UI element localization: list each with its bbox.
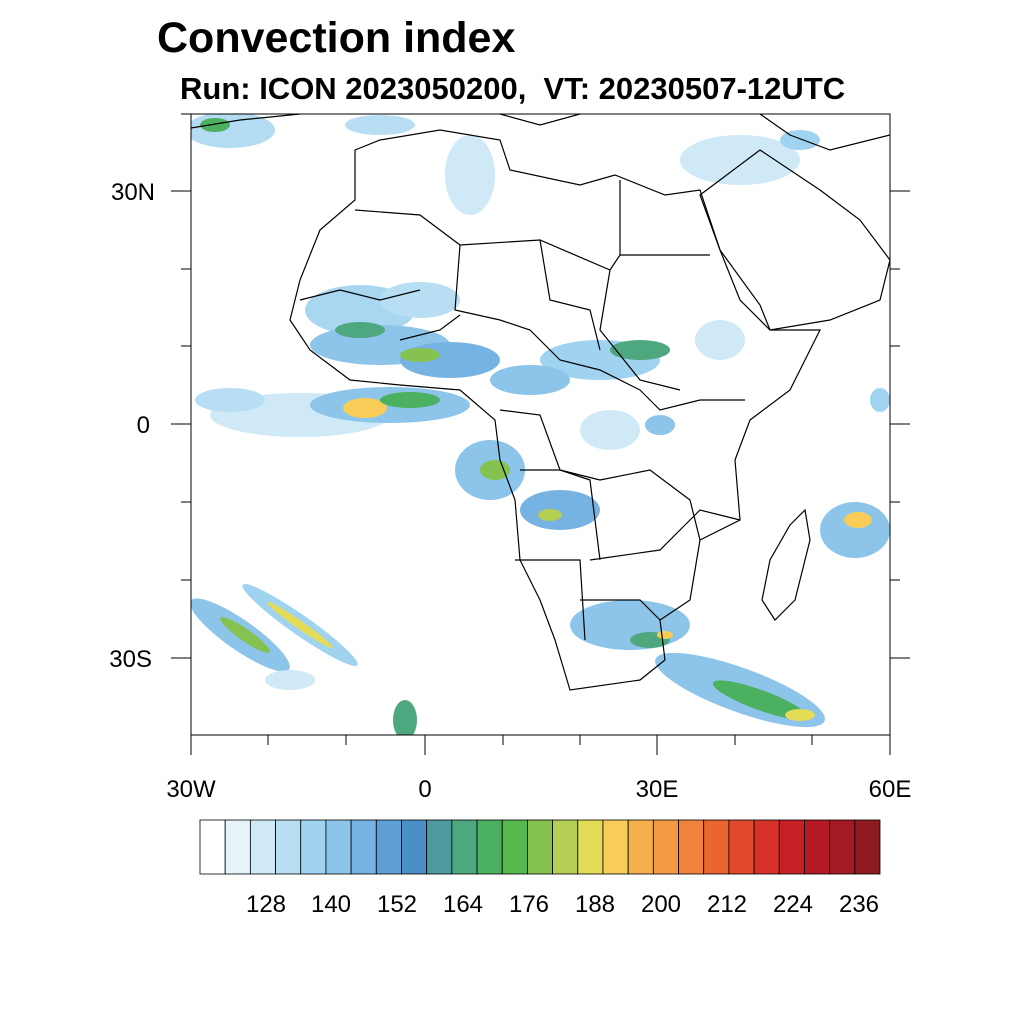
colorbar-swatch: [375, 819, 402, 875]
colorbar-swatch: [753, 819, 780, 875]
colorbar-swatch: [199, 819, 226, 875]
colorbar-swatch: [325, 819, 352, 875]
colorbar-label: 152: [377, 891, 417, 918]
figure-subtitle: Run: ICON 2023050200, VT: 20230507-12UTC: [180, 71, 846, 106]
colorbar-swatch: [703, 819, 730, 875]
colorbar-swatch: [678, 819, 705, 875]
colorbar-label: 188: [575, 891, 615, 918]
colorbar-label: 140: [311, 891, 351, 918]
x-tick-label: 0: [418, 776, 431, 803]
axis-ticks: [171, 113, 910, 755]
colorbar-swatch: [804, 819, 831, 875]
colorbar-swatch: [275, 819, 302, 875]
colorbar-swatch: [401, 819, 428, 875]
colorbar-swatch: [829, 819, 856, 875]
colorbar-label: 128: [246, 891, 286, 918]
colorbar-swatch: [350, 819, 377, 875]
colorbar-swatch: [300, 819, 327, 875]
x-tick-label: 30E: [636, 776, 679, 803]
axis-labels: 30W 0 30E 60E 30N 0 30S: [109, 179, 911, 803]
colorbar-swatch: [527, 819, 553, 875]
convection-field: [191, 114, 890, 735]
colorbar-swatch: [854, 819, 881, 875]
colorbar-swatch: [602, 819, 629, 875]
colorbar-swatch: [249, 819, 276, 875]
colorbar-swatch: [552, 819, 579, 875]
colorbar-label: 164: [443, 891, 483, 918]
colorbar-label: 224: [773, 891, 813, 918]
coastlines: [191, 114, 890, 691]
colorbar-label: 176: [509, 891, 549, 918]
x-tick-label: 60E: [869, 776, 912, 803]
colorbar-swatch: [577, 819, 604, 875]
colorbar-swatch: [451, 819, 478, 875]
colorbar-labels: 128 140 152 164 176 188 200 212 224 236: [246, 891, 879, 918]
colorbar-label: 200: [641, 891, 681, 918]
colorbar-swatch: [652, 819, 679, 875]
y-tick-label: 30N: [111, 179, 155, 206]
colorbar-swatch: [728, 819, 755, 875]
x-tick-label: 30W: [166, 776, 216, 803]
colorbar-label: 236: [839, 891, 879, 918]
colorbar-swatch: [476, 819, 503, 875]
colorbar-swatch: [778, 819, 805, 875]
colorbar-swatch: [426, 819, 453, 875]
colorbar-swatch: [627, 819, 654, 875]
y-tick-label: 30S: [109, 646, 152, 673]
colorbar-swatch: [501, 819, 528, 875]
figure-title: Convection index: [157, 14, 516, 62]
colorbar: [199, 819, 881, 875]
y-tick-label: 0: [137, 412, 150, 439]
colorbar-swatch: [224, 819, 251, 875]
colorbar-label: 212: [707, 891, 747, 918]
